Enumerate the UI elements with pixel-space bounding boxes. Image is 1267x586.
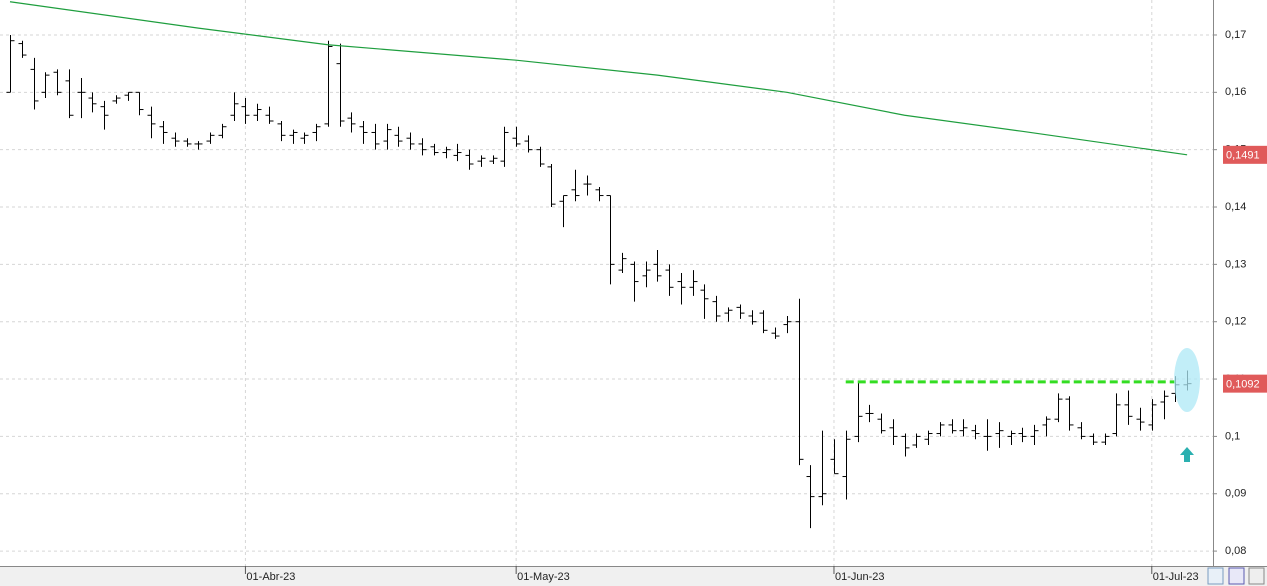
plot-area (0, 0, 1213, 566)
x-tick-label: 01-Jun-23 (835, 571, 885, 583)
up-arrow (1180, 447, 1194, 462)
labels: 0,170,160,150,140,130,120,110,10,090,080… (246, 29, 1267, 583)
highlight-ellipse (1174, 348, 1200, 412)
price-tag (1223, 145, 1267, 164)
x-tick-label: 01-May-23 (517, 571, 570, 583)
x-tick-label: 01-Abr-23 (246, 571, 295, 583)
y-tick-label: 0,14 (1225, 201, 1246, 213)
y-tick-label: 0,08 (1225, 545, 1246, 557)
grid (0, 0, 1217, 574)
marks (6, 1, 1192, 529)
y-tick-label: 0,1 (1225, 430, 1240, 442)
moving-average (9, 1, 1188, 156)
y-tick-label: 0,16 (1225, 86, 1246, 98)
x-tick-label: 01-Jul-23 (1153, 571, 1199, 583)
y-tick-label: 0,13 (1225, 258, 1246, 270)
x-axis-strip (0, 566, 1267, 586)
zoom-button[interactable] (1207, 567, 1224, 585)
pin-button[interactable] (1248, 567, 1265, 585)
price-tag-label: 0,1092 (1226, 379, 1260, 391)
price-tag-label: 0,1491 (1226, 150, 1260, 162)
save-button[interactable] (1228, 567, 1245, 585)
y-tick-label: 0,17 (1225, 29, 1246, 41)
y-tick-label: 0,09 (1225, 488, 1246, 500)
y-tick-label: 0,12 (1225, 316, 1246, 328)
price-tag (1223, 374, 1267, 393)
